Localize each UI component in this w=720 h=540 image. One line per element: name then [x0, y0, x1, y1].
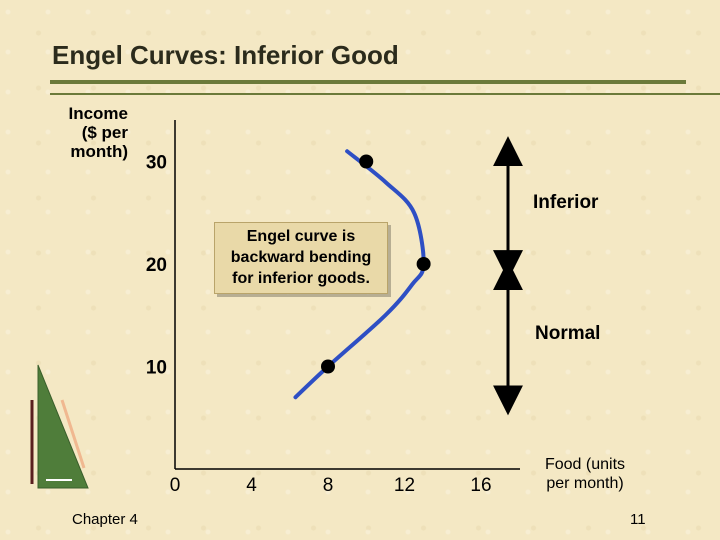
curve-point — [321, 359, 335, 374]
y-tick-label: 10 — [146, 358, 167, 379]
y-tick-label: 20 — [146, 255, 167, 276]
x-tick-label: 4 — [246, 475, 257, 496]
book-logo-icon — [30, 364, 89, 489]
title-rule-thick — [50, 80, 686, 84]
footer-page-number: 11 — [630, 511, 646, 528]
inferior-region-label: Inferior — [533, 192, 599, 213]
annotation-callout: Engel curve is backward bending for infe… — [214, 222, 388, 294]
curve-point — [416, 257, 431, 271]
x-tick-label: 8 — [323, 475, 334, 496]
x-tick-label: 16 — [470, 475, 491, 496]
y-tick-label: 30 — [146, 153, 167, 174]
y-axis-label: Income ($ per month) — [68, 104, 128, 161]
title-rule-thin — [50, 93, 720, 95]
footer-chapter: Chapter 4 — [72, 511, 138, 528]
curve-point — [359, 154, 374, 169]
page-title: Engel Curves: Inferior Good — [52, 40, 399, 70]
x-axis-label: Food (units per month) — [544, 456, 626, 492]
x-tick-label: 0 — [170, 475, 181, 496]
normal-region-label: Normal — [535, 323, 601, 344]
x-tick-label: 12 — [394, 475, 415, 496]
